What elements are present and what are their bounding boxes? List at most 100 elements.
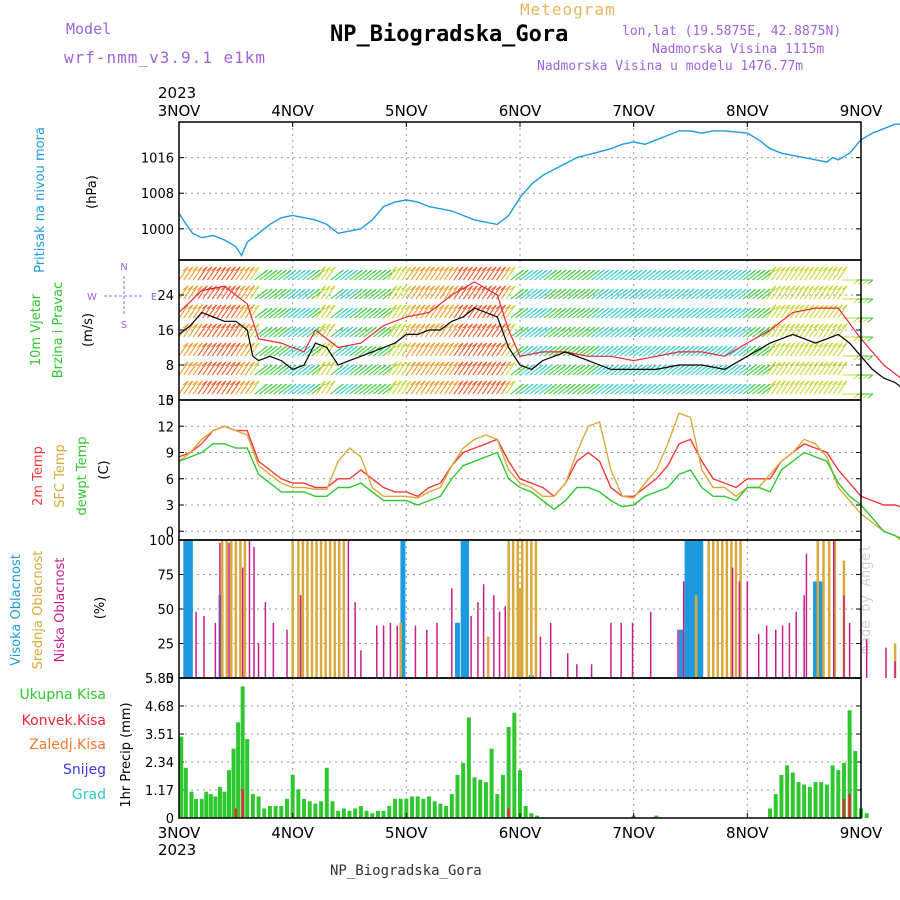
- wind-barb-feather: [244, 323, 251, 329]
- wind-barb-feather: [721, 307, 728, 313]
- wind-barb: [188, 304, 199, 319]
- precip-bar: [461, 762, 466, 818]
- wind-barb-feather: [755, 364, 761, 370]
- wind-barb: [799, 342, 810, 357]
- wind-barb-feather: [410, 285, 417, 291]
- wind-barb-feather: [541, 383, 548, 389]
- wind-barb-feather: [693, 269, 700, 275]
- cloud-bar: [730, 540, 733, 678]
- wind-barb-feather: [574, 383, 581, 389]
- wind-barb-feather: [579, 345, 586, 351]
- wind-barb-feather: [617, 326, 624, 332]
- wind-barb: [804, 304, 815, 319]
- wind-barb: [448, 266, 459, 281]
- wind-barb-feather: [617, 345, 624, 351]
- cloud-bar: [257, 643, 260, 678]
- wind-barb: [837, 304, 848, 319]
- compass-e: E: [151, 292, 157, 303]
- wind-unit: (m/s): [81, 313, 96, 347]
- temp-ylabel-2: SFC Temp: [53, 444, 68, 508]
- wind-barb: [439, 342, 450, 357]
- wind-barb-feather: [476, 285, 483, 291]
- wind-barb: [197, 342, 208, 357]
- wind-barb-feather: [808, 266, 815, 272]
- wind-barb-feather: [650, 345, 657, 351]
- wind-barb-feather: [211, 304, 217, 310]
- wind-barb-feather: [650, 326, 657, 332]
- cloud-bar: [691, 540, 697, 678]
- wind-barb-feather: [622, 288, 629, 294]
- wind-barb-feather: [660, 269, 666, 275]
- wind-barb-feather: [674, 364, 681, 370]
- wind-barb: [221, 380, 232, 395]
- wind-barb: [832, 304, 843, 319]
- wind-barb-feather: [593, 288, 600, 294]
- wind-barb-feather: [551, 288, 557, 294]
- wind-barb: [808, 361, 820, 376]
- wind-barb-feather: [300, 345, 306, 351]
- wind-barb: [496, 304, 507, 319]
- wind-barb-feather: [462, 342, 469, 348]
- wind-barb: [192, 361, 203, 376]
- wind-barb: [197, 266, 208, 281]
- cloud-bar: [803, 595, 805, 678]
- wind-barb-feather: [669, 307, 676, 313]
- cloud-bar: [817, 581, 823, 678]
- wind-barb-feather: [429, 380, 435, 386]
- wind-barb-feather: [755, 307, 761, 313]
- cloud-bar: [400, 540, 406, 678]
- wind-barb: [789, 285, 801, 300]
- wind-barb: [415, 304, 426, 319]
- wind-barb-feather: [347, 269, 354, 275]
- wind-barb-feather: [438, 285, 445, 291]
- wind-barb-feather: [546, 269, 553, 275]
- wind-barb-feather: [702, 269, 709, 275]
- y-tick-label: 50: [157, 603, 174, 618]
- wind-barb-feather: [434, 380, 440, 386]
- wind-barb-feather: [509, 304, 516, 310]
- wind-barb-feather: [249, 266, 255, 272]
- wind-barb: [808, 380, 820, 395]
- cloud-bar: [688, 540, 693, 678]
- wind-barb-feather: [448, 342, 454, 348]
- wind-barb: [486, 361, 497, 376]
- wind-barb: [216, 342, 227, 357]
- wind-barb-feather: [794, 342, 800, 348]
- wind-barb-feather: [574, 307, 581, 313]
- wind-barb-feather: [443, 342, 450, 348]
- wind-barb: [467, 361, 478, 376]
- wind-barb-feather: [337, 364, 344, 370]
- precip-bar: [824, 784, 829, 818]
- wind-barb-feather: [832, 285, 838, 291]
- cloud-bar: [893, 643, 897, 678]
- wind-barb-feather: [486, 380, 492, 386]
- cloud-bar: [539, 636, 542, 678]
- wind-barb-feather: [650, 364, 657, 370]
- wind-barb: [477, 361, 488, 376]
- precip-bar: [279, 806, 284, 818]
- wind-barb: [387, 285, 398, 300]
- wind-barb-feather: [770, 285, 777, 291]
- wind-barb-feather: [780, 380, 786, 386]
- wind-barb: [178, 266, 189, 281]
- wind-barb-feather: [579, 364, 586, 370]
- wind-barb-feather: [598, 345, 605, 351]
- cloud-bar: [739, 540, 742, 678]
- wind-barb: [491, 342, 502, 357]
- wind-barb: [472, 304, 483, 319]
- wind-barb-feather: [230, 266, 236, 272]
- wind-barb-feather: [669, 345, 676, 351]
- wind-barb-feather: [290, 383, 297, 389]
- wind-barb-feather: [304, 307, 311, 313]
- wind-barb: [316, 361, 327, 376]
- wind-barb: [780, 342, 791, 357]
- wind-barb-feather: [853, 374, 859, 380]
- cloud-bar: [333, 540, 336, 678]
- wind-barb-feather: [448, 266, 454, 272]
- wind-barb-feather: [290, 326, 297, 332]
- wind-barb-feather: [764, 269, 771, 275]
- wind-barb-feather: [500, 285, 507, 291]
- wind-barb-feather: [225, 304, 232, 310]
- wind-barb-feather: [641, 364, 647, 370]
- wind-barb-feather: [646, 345, 652, 351]
